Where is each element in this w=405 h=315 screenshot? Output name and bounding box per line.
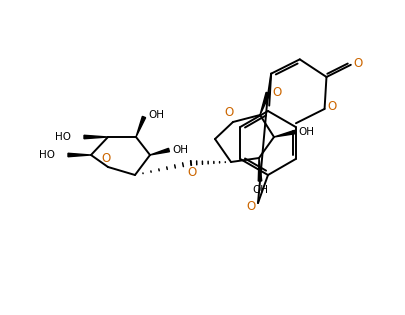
Polygon shape: [274, 130, 295, 137]
Text: O: O: [101, 152, 111, 164]
Polygon shape: [150, 148, 169, 155]
Text: O: O: [188, 165, 196, 179]
Text: O: O: [246, 199, 256, 213]
Text: OH: OH: [252, 185, 268, 195]
Text: O: O: [224, 106, 234, 119]
Polygon shape: [68, 153, 91, 157]
Text: O: O: [327, 100, 336, 113]
Text: HO: HO: [39, 150, 55, 160]
Text: O: O: [353, 57, 362, 70]
Text: HO: HO: [55, 132, 71, 142]
Polygon shape: [136, 116, 146, 137]
Text: OH: OH: [172, 145, 188, 155]
Text: OH: OH: [298, 127, 314, 137]
Polygon shape: [84, 135, 108, 139]
Polygon shape: [260, 92, 270, 115]
Polygon shape: [258, 158, 262, 181]
Text: O: O: [273, 85, 281, 99]
Text: OH: OH: [148, 110, 164, 120]
